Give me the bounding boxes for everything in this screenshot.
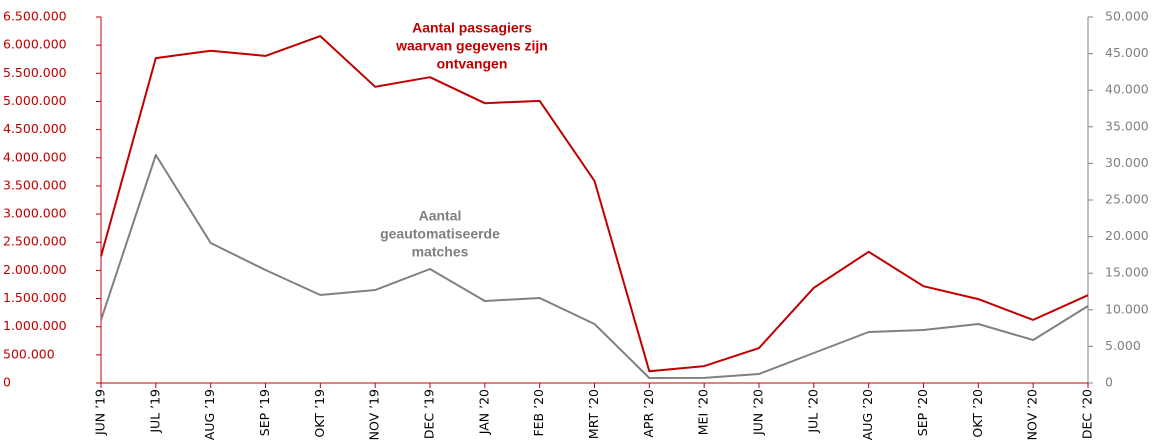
x-tick-label: AUG ’19 <box>202 389 217 440</box>
y-tick-label: 0 <box>3 375 11 390</box>
x-tick-label: OKT ’19 <box>312 389 327 438</box>
x-tick-label: AUG ’20 <box>860 389 875 440</box>
y-tick-label: 500.000 <box>3 346 55 361</box>
y2-tick-label: 40.000 <box>1105 82 1149 97</box>
x-tick-label: DEC ’19 <box>422 389 437 439</box>
x-tick-label: NOV ’20 <box>1025 389 1040 440</box>
annotation: waarvan gegevens zijn <box>395 38 548 54</box>
series-line <box>100 154 1089 379</box>
y2-tick-label: 45.000 <box>1105 45 1149 60</box>
y-tick-label: 4.000.000 <box>3 149 67 164</box>
x-tick-label: JUN ’19 <box>93 389 108 436</box>
annotation: ontvangen <box>437 56 508 72</box>
x-tick-label: SEP ’19 <box>257 389 272 436</box>
series-line <box>100 35 1089 373</box>
y-tick-label: 2.500.000 <box>3 234 67 249</box>
y-tick-label: 5.000.000 <box>3 93 67 108</box>
annotation: matches <box>412 244 469 260</box>
y-tick-label: 4.500.000 <box>3 121 67 136</box>
annotation: Aantal <box>419 208 462 224</box>
x-tick-label: FEB ’20 <box>531 389 546 437</box>
y-tick-label: 1.500.000 <box>3 290 67 305</box>
y2-tick-label: 10.000 <box>1105 301 1149 316</box>
y2-tick-label: 30.000 <box>1105 155 1149 170</box>
y-tick-label: 3.500.000 <box>3 177 67 192</box>
x-tick-label: NOV ’19 <box>367 389 382 440</box>
x-tick-label: JUL ’20 <box>805 389 820 434</box>
x-tick-label: SEP ’20 <box>915 389 930 436</box>
annotation: Aantal passagiers <box>412 20 532 36</box>
y2-tick-label: 15.000 <box>1105 265 1149 280</box>
x-tick-label: MRT ’20 <box>586 389 601 439</box>
y2-tick-label: 25.000 <box>1105 192 1149 207</box>
x-tick-label: JUN ’20 <box>751 389 766 436</box>
x-tick-label: MEI ’20 <box>696 389 711 435</box>
x-tick-label: JAN ’20 <box>476 389 491 435</box>
y-tick-label: 6.500.000 <box>3 9 67 24</box>
y2-tick-label: 5.000 <box>1105 338 1141 353</box>
y-tick-label: 5.500.000 <box>3 65 67 80</box>
x-tick-label: JUL ’19 <box>147 389 162 434</box>
x-tick-label: DEC ’20 <box>1080 389 1095 439</box>
y2-tick-label: 0 <box>1105 375 1113 390</box>
y2-tick-label: 20.000 <box>1105 228 1149 243</box>
y-tick-label: 2.000.000 <box>3 262 67 277</box>
annotation: geautomatiseerde <box>380 226 500 242</box>
y2-tick-label: 50.000 <box>1105 9 1149 24</box>
y-tick-label: 1.000.000 <box>3 318 67 333</box>
y2-tick-label: 35.000 <box>1105 118 1149 133</box>
x-tick-label: APR ’20 <box>641 389 656 438</box>
y-tick-label: 6.000.000 <box>3 37 67 52</box>
y-tick-label: 3.000.000 <box>3 206 67 221</box>
x-tick-label: OKT ’20 <box>970 389 985 438</box>
